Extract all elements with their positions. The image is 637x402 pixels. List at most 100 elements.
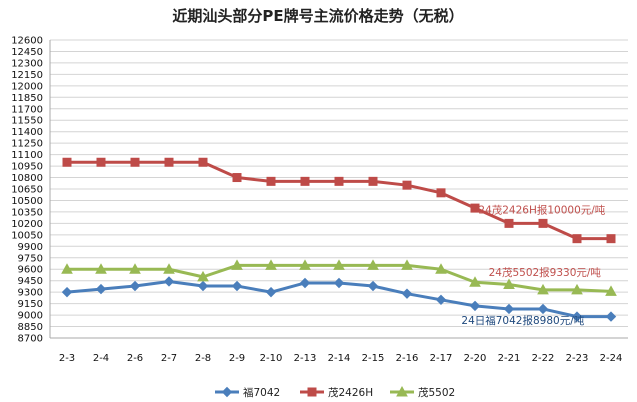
annotation: 24日福7042报8980元/吨 xyxy=(461,314,584,327)
data-point xyxy=(571,311,583,322)
annotation: 24茂2426H报10000元/吨 xyxy=(478,203,605,216)
x-tick-label: 2-21 xyxy=(498,353,521,364)
data-point xyxy=(538,218,548,228)
x-tick-label: 2-16 xyxy=(396,353,419,364)
data-point xyxy=(130,157,140,167)
data-point xyxy=(299,259,311,270)
data-point xyxy=(367,280,379,292)
legend-item: 茂2426H xyxy=(300,386,373,399)
data-point xyxy=(401,259,413,270)
x-tick-label: 2-13 xyxy=(294,353,317,364)
data-point xyxy=(61,286,73,298)
data-point xyxy=(231,280,243,292)
data-point xyxy=(333,277,345,289)
x-axis-ticks: 2-3 2-4 2-6 2-7 2-8 2-9 2-10 2-13 2-14 2-15 2-16 2-… xyxy=(59,353,623,364)
legend-label: 茂2426H xyxy=(328,386,373,399)
data-point xyxy=(333,259,345,270)
data-point xyxy=(266,176,276,186)
legend-item: 福7042 xyxy=(215,386,280,399)
y-tick-label: 9300 xyxy=(18,288,43,299)
series-2 xyxy=(62,157,616,244)
data-point xyxy=(402,180,412,190)
x-tick-label: 2-3 xyxy=(59,353,75,364)
data-point xyxy=(197,270,209,282)
y-tick-label: 10200 xyxy=(11,219,43,230)
data-point xyxy=(163,276,175,287)
data-point xyxy=(265,259,277,270)
annotations: 24茂2426H报10000元/吨 24茂5502报9330元/吨 24日福7042… xyxy=(461,203,605,327)
annotation: 24茂5502报9330元/吨 xyxy=(489,266,602,279)
legend-item: 茂5502 xyxy=(390,385,455,399)
series-3 xyxy=(61,259,617,296)
x-tick-label: 2-4 xyxy=(93,353,109,364)
y-tick-label: 10950 xyxy=(11,162,43,173)
y-tick-label: 12000 xyxy=(11,81,43,92)
data-point xyxy=(334,176,344,186)
data-point xyxy=(572,234,582,244)
y-tick-label: 9750 xyxy=(18,253,43,264)
data-point xyxy=(368,176,378,186)
data-point xyxy=(95,283,107,295)
data-point xyxy=(95,263,107,274)
y-tick-label: 9000 xyxy=(18,311,43,322)
data-point xyxy=(164,157,174,167)
y-tick-label: 12600 xyxy=(11,36,43,47)
data-point xyxy=(129,263,141,274)
data-point xyxy=(300,176,310,186)
y-axis-ticks: 8700885090009150930094509600975099001005… xyxy=(11,36,43,345)
legend: 福7042 茂2426H 茂5502 xyxy=(215,385,455,399)
data-point xyxy=(504,218,514,228)
data-point xyxy=(435,263,447,274)
data-point xyxy=(436,188,446,198)
data-point xyxy=(537,303,549,315)
x-tick-label: 2-8 xyxy=(195,353,211,364)
y-tick-label: 10800 xyxy=(11,173,43,184)
data-point xyxy=(367,259,379,270)
data-point xyxy=(96,157,106,167)
x-tick-label: 2-15 xyxy=(362,353,385,364)
y-tick-label: 10500 xyxy=(11,196,43,207)
series-1 xyxy=(61,276,617,322)
y-tick-label: 9150 xyxy=(18,299,43,310)
x-tick-label: 2-10 xyxy=(260,353,283,364)
legend-label: 福7042 xyxy=(243,386,280,399)
data-point xyxy=(469,300,481,312)
data-point xyxy=(571,283,583,295)
data-point xyxy=(61,263,73,274)
x-tick-label: 2-20 xyxy=(464,353,487,364)
y-tick-label: 11250 xyxy=(11,139,43,150)
data-point xyxy=(232,173,242,183)
data-point xyxy=(299,277,311,289)
data-point xyxy=(537,283,549,295)
data-point xyxy=(197,280,209,292)
data-point xyxy=(198,157,208,167)
x-tick-label: 2-7 xyxy=(161,353,177,364)
x-tick-label: 2-14 xyxy=(328,353,351,364)
y-tick-label: 12150 xyxy=(11,70,43,81)
x-tick-label: 2-6 xyxy=(127,353,143,364)
x-tick-label: 2-22 xyxy=(532,353,555,364)
chart-title: 近期汕头部分PE牌号主流价格走势（无税） xyxy=(172,7,463,25)
data-point xyxy=(129,280,141,292)
y-tick-label: 11850 xyxy=(11,93,43,104)
series-group xyxy=(61,157,617,322)
y-tick-label: 9600 xyxy=(18,265,43,276)
data-point xyxy=(605,285,617,296)
x-tick-label: 2-24 xyxy=(600,353,623,364)
y-tick-label: 11550 xyxy=(11,116,43,127)
data-point xyxy=(470,203,480,213)
x-tick-label: 2-17 xyxy=(430,353,453,364)
y-tick-label: 9900 xyxy=(18,242,43,253)
data-point xyxy=(231,259,243,270)
y-tick-label: 11100 xyxy=(11,150,43,161)
y-tick-label: 8850 xyxy=(18,322,43,333)
data-point xyxy=(503,278,515,290)
y-tick-label: 9450 xyxy=(18,276,43,287)
y-tick-label: 12300 xyxy=(11,58,43,69)
data-point xyxy=(606,234,616,244)
y-tick-label: 11400 xyxy=(11,127,43,138)
y-tick-label: 10350 xyxy=(11,207,43,218)
data-point xyxy=(469,276,481,287)
